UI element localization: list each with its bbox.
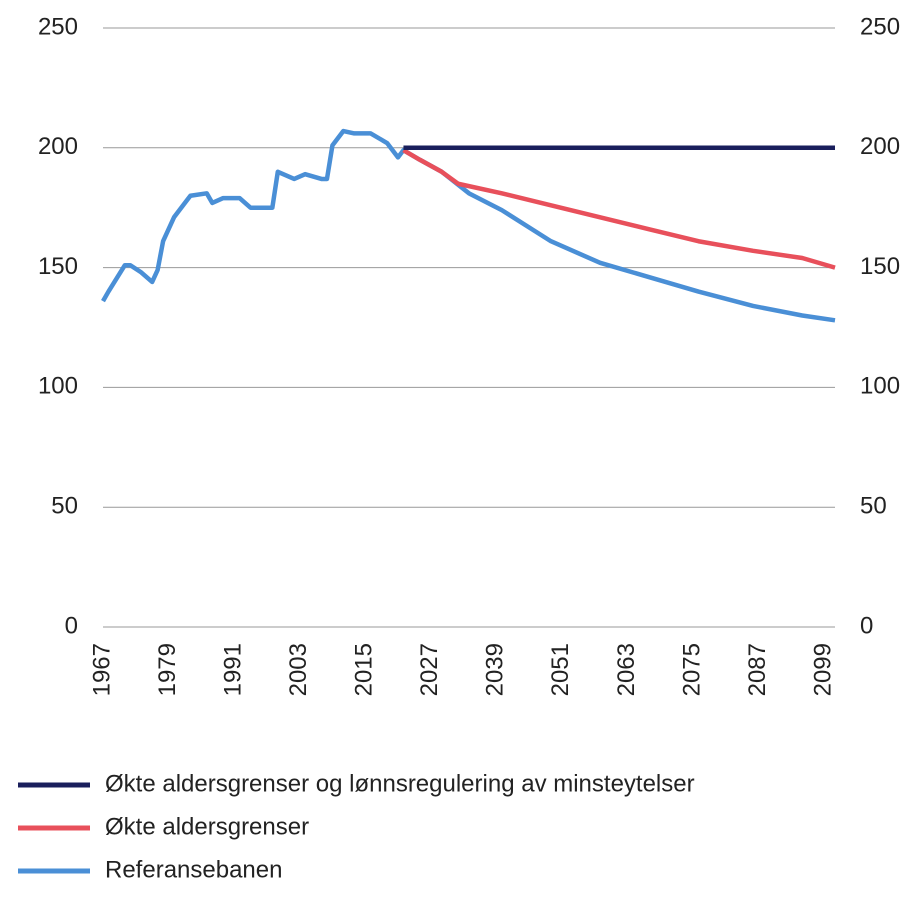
line-series <box>101 128 836 323</box>
x-tick-label: 2075 <box>678 643 705 696</box>
x-tick-label: 2027 <box>416 643 443 696</box>
y-tick-label: 150 <box>38 253 78 280</box>
legend-label: Økte aldersgrenser <box>105 813 309 840</box>
x-tick-label: 2015 <box>351 643 378 696</box>
y2-tick-label: 250 <box>860 13 900 40</box>
x-tick-label: 1979 <box>154 643 181 696</box>
y-tick-label: 100 <box>38 373 78 400</box>
x-tick-label: 2051 <box>547 643 574 696</box>
y2-tick-label: 100 <box>860 373 900 400</box>
y2-tick-label: 150 <box>860 253 900 280</box>
x-tick-label: 2003 <box>285 643 312 696</box>
x-tick-label: 2039 <box>482 643 509 696</box>
y-tick-label: 200 <box>38 133 78 160</box>
legend-label: Økte aldersgrenser og lønnsregulering av… <box>105 770 695 797</box>
y-tick-label: 0 <box>65 612 78 639</box>
line-series <box>402 148 836 270</box>
x-tick-label: 2063 <box>613 643 640 696</box>
legend-label: Referansebanen <box>105 856 282 883</box>
x-tick-label: 1991 <box>219 643 246 696</box>
y-tick-label: 50 <box>51 493 78 520</box>
y2-tick-label: 200 <box>860 133 900 160</box>
y-tick-label: 250 <box>38 13 78 40</box>
y2-tick-label: 0 <box>860 612 873 639</box>
x-tick-label: 2087 <box>744 643 771 696</box>
y2-tick-label: 50 <box>860 493 887 520</box>
x-tick-label: 2099 <box>809 643 836 696</box>
x-tick-label: 1967 <box>88 643 115 696</box>
